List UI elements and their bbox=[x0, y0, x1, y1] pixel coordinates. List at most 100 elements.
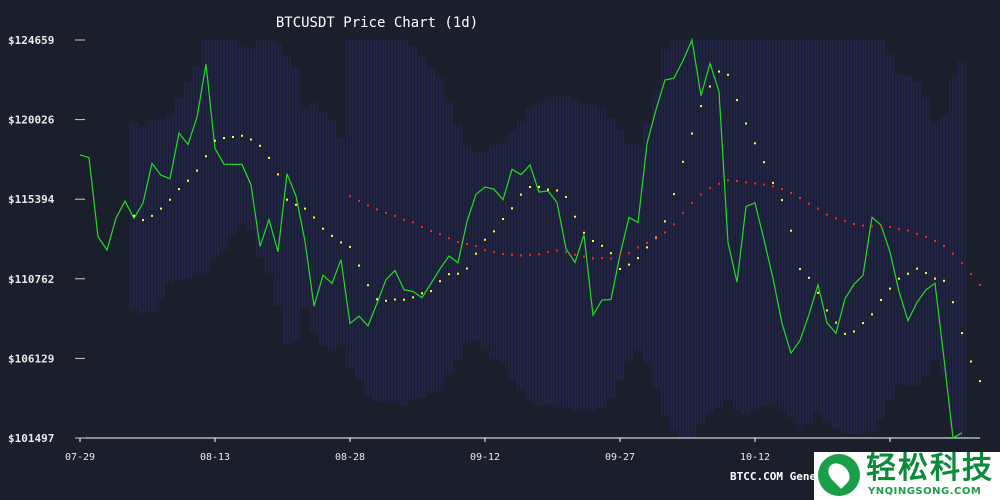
yellow-point bbox=[916, 267, 918, 270]
red-point bbox=[502, 252, 504, 255]
yellow-point bbox=[772, 181, 774, 184]
yellow-point bbox=[475, 252, 477, 255]
yellow-point bbox=[160, 207, 162, 210]
yellow-point bbox=[898, 277, 900, 280]
yellow-point bbox=[556, 189, 558, 192]
yellow-point bbox=[349, 245, 351, 248]
yellow-point bbox=[808, 276, 810, 279]
yellow-point bbox=[331, 234, 333, 237]
yellow-point bbox=[439, 280, 441, 283]
yellow-point bbox=[700, 105, 702, 108]
yellow-point bbox=[655, 236, 657, 239]
red-point bbox=[475, 245, 477, 248]
red-point bbox=[889, 225, 891, 228]
red-point bbox=[817, 207, 819, 210]
yellow-point bbox=[943, 279, 945, 282]
red-point bbox=[655, 237, 657, 240]
yellow-point bbox=[745, 122, 747, 125]
yellow-point bbox=[565, 196, 567, 198]
yellow-point bbox=[151, 214, 153, 217]
yellow-point bbox=[394, 298, 396, 301]
chart-series bbox=[79, 37, 981, 439]
yellow-point bbox=[907, 272, 909, 275]
yellow-point bbox=[628, 263, 630, 266]
yellow-point bbox=[610, 252, 612, 255]
red-point bbox=[430, 229, 432, 232]
red-point bbox=[907, 229, 909, 232]
yellow-point bbox=[421, 292, 423, 295]
red-point bbox=[556, 249, 558, 252]
yellow-point bbox=[511, 207, 513, 210]
red-point bbox=[871, 225, 873, 228]
red-point bbox=[457, 241, 459, 243]
red-point bbox=[952, 252, 954, 255]
red-point bbox=[673, 223, 675, 226]
x-tick-label: 09-12 bbox=[470, 452, 500, 463]
red-point bbox=[853, 223, 855, 225]
yellow-point bbox=[520, 193, 522, 196]
red-point bbox=[772, 185, 774, 188]
red-point bbox=[826, 213, 828, 216]
yellow-point bbox=[358, 264, 360, 267]
yellow-point bbox=[232, 136, 234, 138]
chart-title: BTCUSDT Price Chart (1d) bbox=[276, 15, 478, 31]
yellow-point bbox=[601, 244, 603, 247]
red-point bbox=[538, 253, 540, 256]
yellow-point bbox=[880, 299, 882, 301]
red-point bbox=[394, 214, 396, 217]
yellow-point bbox=[340, 241, 342, 244]
yellow-point bbox=[718, 70, 720, 73]
y-tick-label: $120026 bbox=[8, 114, 55, 127]
red-point bbox=[511, 253, 513, 256]
red-point bbox=[601, 257, 603, 259]
yellow-point bbox=[493, 230, 495, 233]
yellow-point bbox=[754, 142, 756, 145]
yellow-point bbox=[268, 156, 270, 159]
yellow-point bbox=[241, 134, 243, 137]
red-point bbox=[385, 211, 387, 214]
yellow-point bbox=[691, 132, 693, 135]
chart-credit: BTCC.COM Gene bbox=[730, 470, 817, 483]
red-point bbox=[916, 232, 918, 235]
red-point bbox=[799, 197, 801, 200]
red-point bbox=[421, 226, 423, 228]
red-point bbox=[349, 195, 351, 198]
yellow-point bbox=[466, 267, 468, 270]
red-point bbox=[583, 255, 585, 258]
x-tick-label: 10-12 bbox=[740, 452, 770, 463]
yellow-point bbox=[781, 199, 783, 202]
y-tick-label: $115394 bbox=[8, 193, 55, 206]
x-tick-label: 08-13 bbox=[200, 452, 230, 463]
price-line bbox=[79, 37, 963, 439]
yellow-point bbox=[133, 214, 135, 217]
yellow-point bbox=[790, 229, 792, 232]
red-point bbox=[637, 246, 639, 249]
red-point bbox=[880, 225, 882, 228]
yellow-point bbox=[799, 268, 801, 271]
yellow-point bbox=[826, 309, 828, 312]
red-point bbox=[961, 262, 963, 265]
yellow-point bbox=[277, 173, 279, 176]
yellow-point bbox=[871, 313, 873, 316]
red-point bbox=[934, 240, 936, 242]
yellow-point bbox=[430, 290, 432, 293]
yellow-point bbox=[403, 298, 405, 301]
yellow-point bbox=[682, 160, 684, 163]
yellow-point bbox=[817, 291, 819, 294]
yellow-point bbox=[412, 296, 414, 299]
yellow-point bbox=[583, 231, 585, 234]
yellow-point bbox=[286, 198, 288, 201]
red-point bbox=[898, 228, 900, 231]
yellow-point bbox=[448, 273, 450, 276]
red-point bbox=[925, 235, 927, 238]
red-point bbox=[727, 179, 729, 182]
red-point bbox=[970, 273, 972, 276]
yellow-point bbox=[196, 169, 198, 172]
yellow-point bbox=[529, 186, 531, 188]
yellow-point bbox=[547, 188, 549, 191]
red-point bbox=[691, 201, 693, 204]
yellow-point bbox=[709, 85, 711, 88]
watermark-text: 轻松科技 bbox=[866, 451, 994, 486]
x-tick-label: 07-29 bbox=[65, 452, 95, 463]
red-point bbox=[745, 181, 747, 184]
